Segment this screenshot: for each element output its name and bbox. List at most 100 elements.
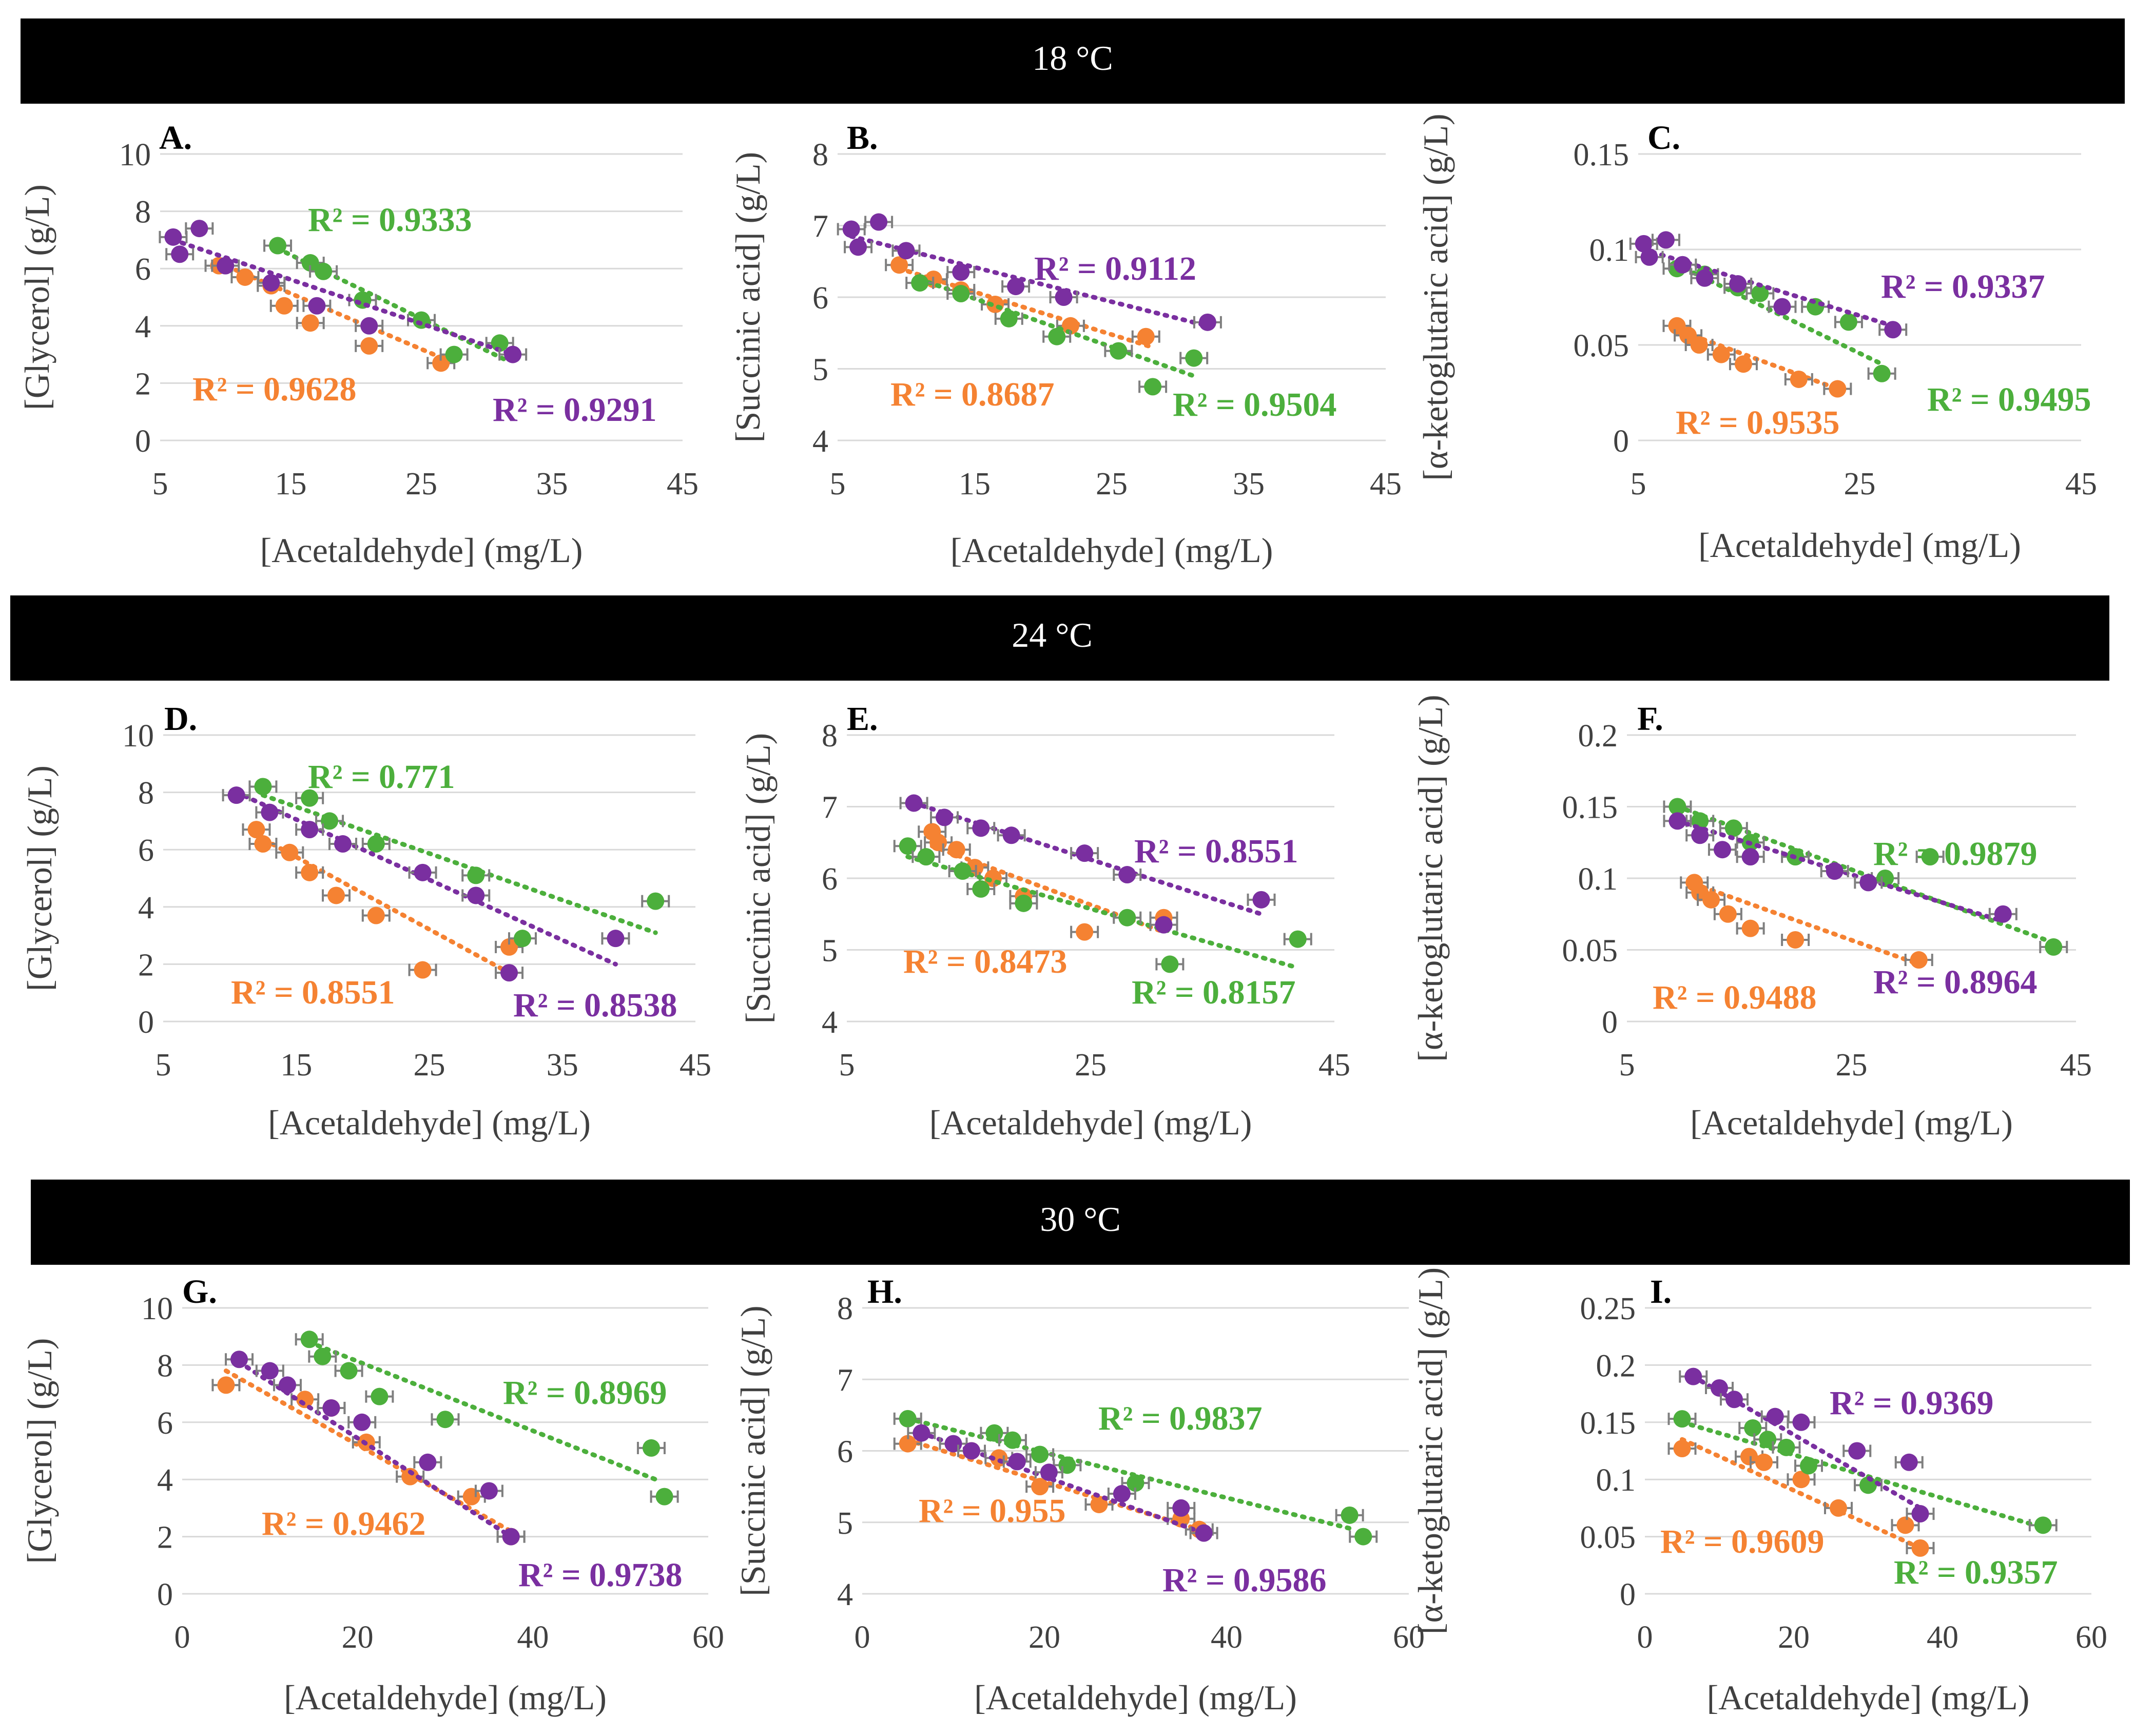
data-point bbox=[1640, 248, 1658, 266]
data-point bbox=[504, 345, 522, 363]
data-point bbox=[371, 1387, 389, 1405]
x-tick-label: 45 bbox=[1370, 467, 1402, 501]
x-tick-label: 5 bbox=[839, 1048, 855, 1083]
data-point bbox=[321, 812, 339, 830]
trendline bbox=[307, 1340, 658, 1482]
data-point bbox=[262, 274, 280, 292]
x-axis-label: [Acetaldehyde] (mg/L) bbox=[1698, 526, 2021, 565]
x-tick-label: 20 bbox=[1778, 1620, 1810, 1655]
banner-30c: 30 °C bbox=[31, 1180, 2130, 1265]
trendline bbox=[1692, 881, 1922, 967]
data-point bbox=[1744, 1419, 1762, 1437]
data-point bbox=[1848, 1442, 1866, 1460]
banner-30c-label: 30 °C bbox=[1040, 1200, 1121, 1239]
x-tick-label: 15 bbox=[959, 467, 991, 501]
y-tick-label: 6 bbox=[157, 1406, 173, 1441]
r-squared-label: R² = 0.8687 bbox=[890, 376, 1055, 413]
data-point bbox=[1740, 1448, 1758, 1465]
r-squared-label: R² = 0.9369 bbox=[1830, 1384, 1994, 1422]
y-tick-label: 10 bbox=[119, 138, 151, 172]
data-point bbox=[963, 1442, 980, 1460]
series-green: R² = 0.8969 bbox=[295, 1330, 679, 1506]
data-point bbox=[300, 1330, 318, 1348]
x-tick-label: 35 bbox=[536, 467, 568, 501]
data-point bbox=[947, 841, 965, 859]
chart-panel-D: 0 2 4 6 8 10 5 15 25 35 45 [Acetaldehyde] (mg/L) [Gl… bbox=[20, 700, 711, 1142]
data-point bbox=[1911, 1505, 1929, 1523]
panel-label: H. bbox=[867, 1273, 902, 1310]
data-point bbox=[1031, 1445, 1049, 1463]
r-squared-label: R² = 0.9504 bbox=[1173, 386, 1337, 423]
y-tick-label: 0 bbox=[157, 1577, 173, 1612]
series-orange: R² = 0.9488 bbox=[1653, 874, 1933, 1016]
y-tick-label: 7 bbox=[812, 209, 828, 244]
series-purple: R² = 0.9738 bbox=[225, 1351, 683, 1594]
data-point bbox=[607, 930, 625, 948]
data-point bbox=[1696, 269, 1714, 287]
data-point bbox=[944, 1435, 962, 1453]
y-tick-label: 0 bbox=[1620, 1577, 1636, 1612]
x-axis-label: [Acetaldehyde] (mg/L) bbox=[284, 1678, 607, 1717]
x-tick-label: 45 bbox=[667, 467, 699, 501]
r-squared-label: R² = 0.9291 bbox=[493, 391, 657, 429]
data-point bbox=[1669, 798, 1686, 816]
data-point bbox=[1873, 364, 1891, 382]
data-point bbox=[1921, 848, 1939, 866]
r-squared-label: R² = 0.9357 bbox=[1894, 1554, 2058, 1591]
chart-panel-H: 4 5 6 7 8 0 20 40 60 [Acetaldehyde] (mg/L) [Succin… bbox=[733, 1273, 1425, 1717]
series-purple: R² = 0.9586 bbox=[907, 1424, 1327, 1599]
y-axis-label: [α-ketoglutaric acid] (g/L) bbox=[1411, 695, 1450, 1062]
data-point bbox=[353, 1413, 371, 1431]
data-point bbox=[1015, 894, 1033, 912]
r-squared-label: R² = 0.9535 bbox=[1676, 404, 1840, 441]
chart-panel-I: 0 0.05 0.1 0.15 0.2 0.25 0 20 40 60 [Acetaldehyde]… bbox=[1411, 1267, 2107, 1717]
r-squared-label: R² = 0.8473 bbox=[903, 943, 1068, 980]
data-point bbox=[913, 1424, 930, 1442]
y-tick-label: 0 bbox=[138, 1005, 154, 1040]
series-green: R² = 0.8157 bbox=[893, 837, 1312, 1011]
data-point bbox=[1900, 1453, 1918, 1471]
r-squared-label: R² = 0.9488 bbox=[1653, 979, 1817, 1016]
y-tick-label: 0.1 bbox=[1589, 233, 1629, 268]
data-point bbox=[985, 1424, 1003, 1442]
data-point bbox=[1859, 874, 1877, 892]
data-point bbox=[327, 886, 345, 904]
x-tick-label: 25 bbox=[1075, 1048, 1107, 1083]
data-point bbox=[1790, 370, 1808, 388]
data-point bbox=[301, 314, 319, 332]
data-point bbox=[647, 892, 665, 910]
series-orange: R² = 0.8551 bbox=[231, 821, 524, 1011]
x-tick-label: 25 bbox=[1844, 467, 1876, 501]
series-purple: R² = 0.9369 bbox=[1679, 1367, 1994, 1523]
data-point bbox=[190, 220, 208, 238]
data-point bbox=[254, 778, 272, 796]
banner-24c: 24 °C bbox=[10, 595, 2109, 681]
data-point bbox=[513, 930, 531, 948]
data-point bbox=[1144, 378, 1162, 396]
data-point bbox=[1766, 1407, 1784, 1425]
r-squared-label: R² = 0.771 bbox=[308, 758, 455, 796]
r-squared-label: R² = 0.9837 bbox=[1098, 1400, 1263, 1437]
series-purple: R² = 0.9291 bbox=[159, 220, 657, 429]
data-point bbox=[1729, 275, 1747, 293]
y-tick-label: 7 bbox=[822, 790, 838, 825]
data-point bbox=[269, 237, 287, 255]
data-point bbox=[1657, 231, 1675, 249]
data-point bbox=[1787, 931, 1805, 949]
y-tick-label: 0 bbox=[135, 424, 151, 459]
x-tick-label: 35 bbox=[547, 1048, 578, 1083]
data-point bbox=[467, 866, 485, 884]
banner-24c-label: 24 °C bbox=[1012, 615, 1093, 654]
data-point bbox=[899, 1435, 917, 1453]
y-tick-label: 0 bbox=[1613, 424, 1629, 459]
y-tick-label: 0.15 bbox=[1580, 1406, 1636, 1441]
y-tick-label: 4 bbox=[822, 1005, 838, 1040]
series-green: R² = 0.771 bbox=[248, 758, 670, 948]
data-point bbox=[1751, 284, 1769, 302]
data-point bbox=[1341, 1506, 1359, 1524]
chart-panel-F: 0 0.05 0.1 0.15 0.2 5 25 45 [Acetaldehyde] (mg/L… bbox=[1411, 695, 2092, 1142]
x-tick-label: 25 bbox=[1836, 1048, 1868, 1083]
data-point bbox=[480, 1482, 498, 1500]
